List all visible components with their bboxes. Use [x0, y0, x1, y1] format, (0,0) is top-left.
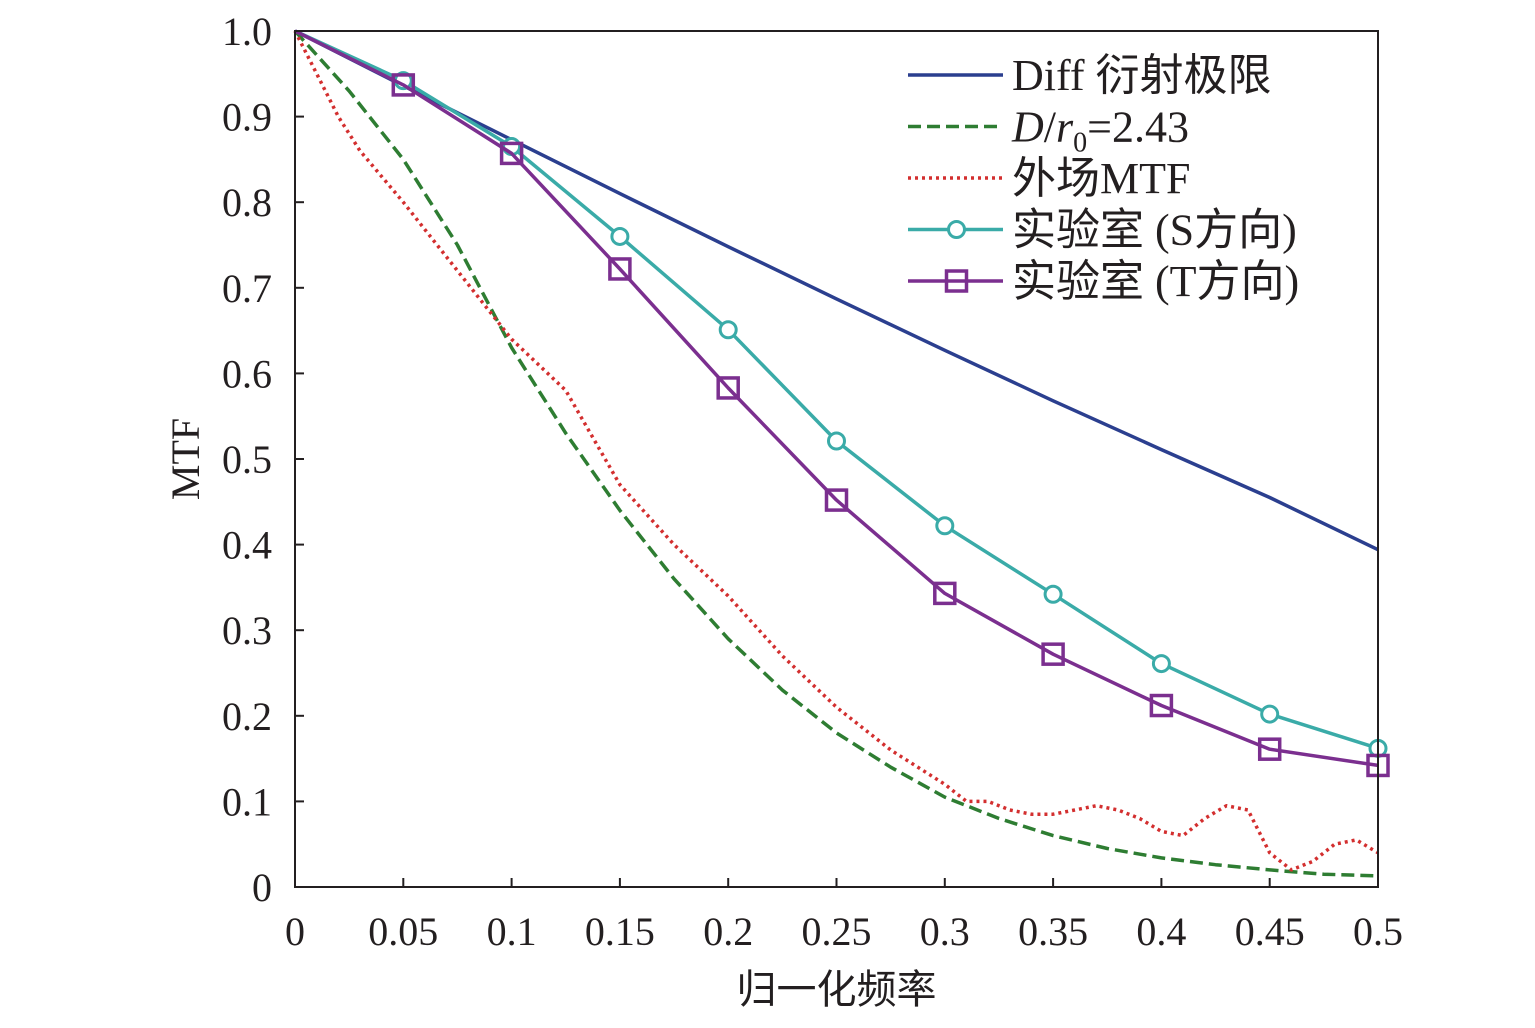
plot-frame	[294, 30, 1379, 888]
series-line	[294, 29, 1379, 750]
data-point-circle	[1043, 584, 1063, 604]
x-tick-label: 0.5	[1353, 909, 1403, 954]
y-tick-label: 0.2	[222, 694, 272, 739]
legend-entry: 外场MTF	[908, 154, 1190, 203]
series-line	[293, 29, 1379, 878]
legend-entry: Diff 衍射极限	[908, 51, 1272, 100]
y-tick-label: 0.1	[222, 779, 272, 824]
series-1	[293, 29, 1379, 878]
data-point-circle	[718, 320, 738, 340]
y-tick-label: 0.6	[222, 351, 272, 396]
data-point-circle	[1260, 704, 1280, 724]
data-point-square	[391, 73, 416, 97]
series-0	[294, 29, 1379, 552]
series-line	[294, 29, 1379, 552]
legend-label: Diff 衍射极限	[1012, 51, 1272, 100]
y-tick-label: 0.3	[222, 608, 272, 653]
tick-layer: 0 0.05 0.1 0.15 0.2 0.25 0.3 0.35 0.4 0.45 0.5 0 0.1…	[222, 9, 1403, 954]
legend-label-subscript: 0	[1073, 128, 1087, 159]
data-point-circle	[1151, 654, 1171, 674]
legend-label: 实验室 (T方向)	[1012, 257, 1299, 306]
data-point-circle	[935, 516, 955, 536]
legend-label-part: r	[1056, 103, 1074, 152]
data-point-square	[1149, 693, 1174, 718]
legend-label: D/r0=2.43	[1011, 103, 1189, 159]
x-tick-label: 0.35	[1018, 909, 1088, 954]
x-tick-label: 0.25	[802, 909, 872, 954]
data-point-square	[1041, 642, 1065, 666]
legend-label: 外场MTF	[1012, 154, 1190, 203]
y-tick-label: 0.9	[222, 95, 272, 140]
x-tick-label: 0.15	[585, 909, 655, 954]
legend-entry: 实验室 (S方向)	[908, 206, 1297, 255]
data-point-square	[499, 141, 524, 166]
data-point-square	[608, 257, 632, 281]
y-tick-label: 0.8	[222, 180, 272, 225]
data-point-circle	[610, 226, 630, 246]
series-4	[294, 29, 1390, 778]
y-tick-label: 1.0	[222, 9, 272, 54]
legend-marker	[947, 220, 966, 239]
y-tick-label: 0.4	[222, 523, 272, 568]
x-axis-label: 归一化频率	[737, 967, 937, 1012]
legend-entry: D/r0=2.43	[908, 103, 1189, 159]
data-point-square	[933, 581, 957, 606]
legend-label-part: =2.43	[1087, 103, 1189, 152]
x-tick-label: 0.45	[1235, 909, 1305, 954]
legend-entry: 实验室 (T方向)	[908, 257, 1299, 306]
series-layer	[293, 29, 1390, 878]
data-point-circle	[827, 431, 846, 451]
x-tick-label: 0.4	[1136, 909, 1186, 954]
data-point-square	[716, 376, 740, 400]
legend-label: 实验室 (S方向)	[1012, 206, 1297, 255]
y-axis-label: MTF	[163, 418, 208, 500]
y-tick-label: 0.7	[222, 266, 272, 311]
series-line	[294, 29, 1379, 768]
series-3	[294, 29, 1388, 758]
data-point-square	[824, 488, 849, 512]
x-tick-label: 0.1	[487, 909, 537, 954]
x-tick-label: 0.3	[920, 909, 970, 954]
x-tick-label: 0.05	[368, 909, 438, 954]
legend-marker	[944, 269, 969, 293]
x-tick-label: 0	[285, 909, 305, 954]
x-tick-label: 0.2	[703, 909, 753, 954]
y-tick-label: 0	[252, 865, 272, 910]
data-point-square	[1257, 737, 1282, 761]
legend-label-part: /	[1044, 103, 1057, 152]
legend-label-part: D	[1011, 103, 1044, 152]
y-tick-label: 0.5	[222, 437, 272, 482]
